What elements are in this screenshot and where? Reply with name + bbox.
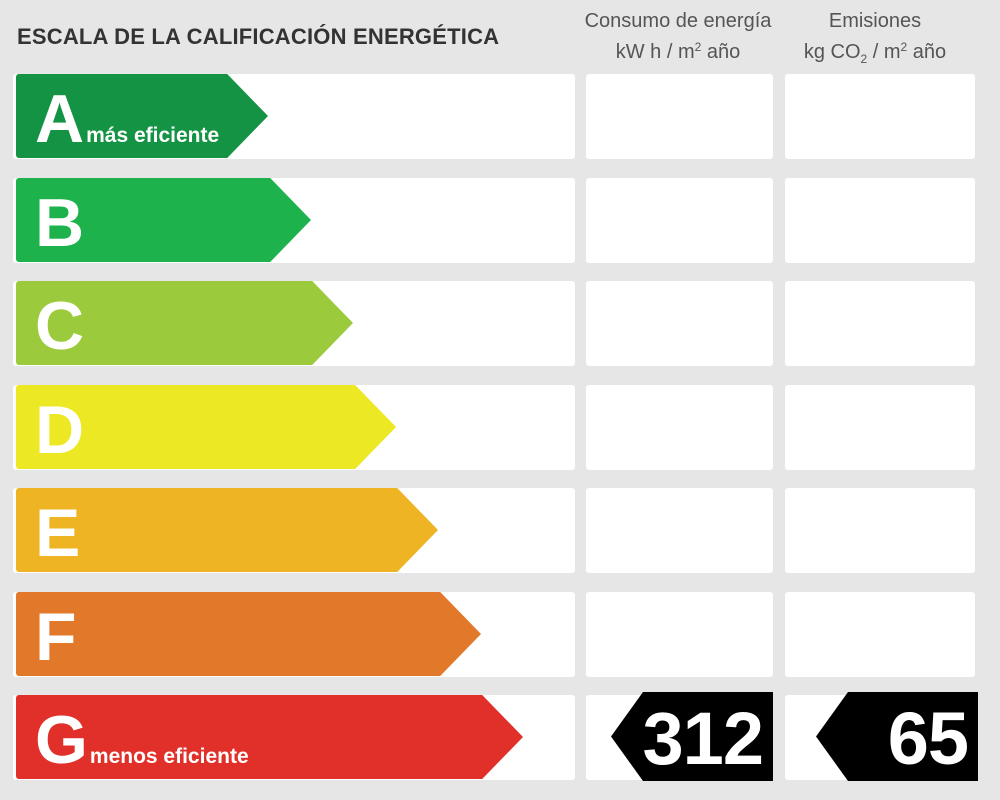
emissions-result-badge-value: 65 bbox=[887, 696, 969, 780]
energy-cell-e bbox=[586, 488, 773, 573]
emissions-unit-superscript: 2 bbox=[900, 40, 908, 54]
rating-letter: D bbox=[35, 392, 85, 468]
energy-cell-a bbox=[586, 74, 773, 159]
energy-unit-text: kW h / m bbox=[615, 41, 695, 63]
rating-arrow-e: E bbox=[16, 488, 438, 572]
energy-unit-suffix: año bbox=[701, 41, 741, 63]
emissions-unit-suffix: año bbox=[907, 41, 947, 63]
emissions-unit-per: / m bbox=[867, 41, 901, 63]
rating-letter: B bbox=[35, 185, 85, 261]
emissions-header-label: Emisiones bbox=[828, 10, 922, 32]
page-title: ESCALA DE LA CALIFICACIÓN ENERGÉTICA bbox=[17, 24, 500, 49]
rating-caption: más eficiente bbox=[86, 124, 220, 147]
rating-letter: G bbox=[35, 702, 88, 778]
emissions-cell-b bbox=[785, 178, 975, 263]
energy-header-label: Consumo de energía bbox=[584, 10, 772, 32]
emissions-cell-f bbox=[785, 592, 975, 677]
energy-cell-c bbox=[586, 281, 773, 366]
emissions-header-unit: kg CO2 / m2 año bbox=[777, 37, 973, 68]
energy-result-badge: 312 bbox=[611, 692, 773, 781]
energy-cell-b bbox=[586, 178, 773, 263]
emissions-cell-a bbox=[785, 74, 975, 159]
rating-arrow-c: C bbox=[16, 281, 353, 365]
emissions-unit-text: kg CO bbox=[803, 41, 861, 63]
energy-result-badge-value: 312 bbox=[642, 696, 764, 780]
energy-header-unit: kW h / m2 año bbox=[580, 37, 776, 68]
emissions-result-badge: 65 bbox=[816, 692, 978, 781]
rating-arrow-d: D bbox=[16, 385, 396, 469]
rating-arrow-f: F bbox=[16, 592, 481, 676]
emissions-cell-e bbox=[785, 488, 975, 573]
rating-letter: F bbox=[35, 599, 77, 675]
emissions-cell-c bbox=[785, 281, 975, 366]
emissions-column-header: Emisiones kg CO2 / m2 año bbox=[777, 6, 973, 68]
energy-cell-d bbox=[586, 385, 773, 470]
rating-letter: E bbox=[35, 495, 81, 571]
energy-unit-superscript: 2 bbox=[694, 40, 702, 54]
emissions-unit-subscript: 2 bbox=[860, 52, 868, 66]
energy-column-header: Consumo de energía kW h / m2 año bbox=[580, 6, 776, 68]
rating-letter: A bbox=[35, 81, 85, 157]
rating-arrow-b: B bbox=[16, 178, 311, 262]
rating-letter: C bbox=[35, 288, 85, 364]
emissions-cell-d bbox=[785, 385, 975, 470]
rating-caption: menos eficiente bbox=[89, 745, 249, 768]
energy-cell-f bbox=[586, 592, 773, 677]
